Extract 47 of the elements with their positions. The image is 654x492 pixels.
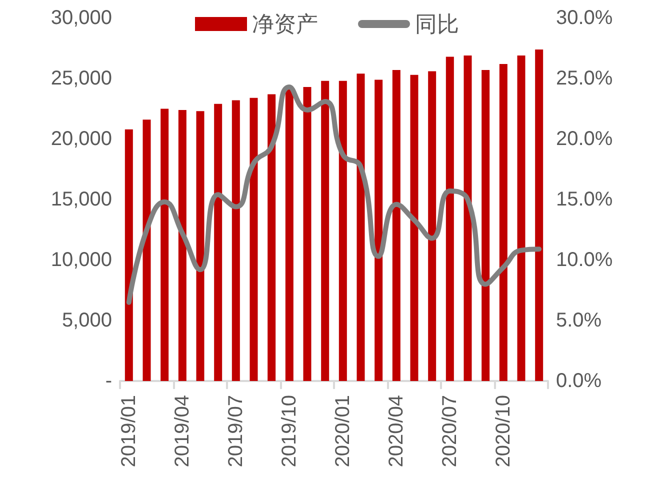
bar — [178, 110, 186, 381]
y-tick-label: 10,000 — [50, 249, 112, 271]
y-tick-label: 25,000 — [50, 68, 112, 90]
bar — [517, 56, 526, 381]
x-tick-label: 2020/04 — [385, 395, 408, 468]
bar — [196, 111, 204, 381]
y-tick-label: 30,000 — [50, 7, 112, 29]
legend-label: 同比 — [415, 12, 459, 36]
y2-tick-label: 15.0% — [556, 188, 613, 210]
x-tick-label: 2019/07 — [224, 395, 247, 468]
bar — [392, 70, 400, 381]
bar — [321, 80, 330, 381]
bar — [446, 56, 454, 381]
bar — [410, 74, 418, 381]
bar — [124, 129, 133, 381]
y2-tick-label: 20.0% — [556, 128, 613, 150]
bar — [535, 49, 544, 381]
bar — [464, 56, 472, 381]
y2-tick-label: 25.0% — [556, 68, 613, 90]
y-tick-label: 5,000 — [62, 310, 112, 332]
x-tick-label: 2019/04 — [171, 395, 194, 468]
x-tick-label: 2019/01 — [118, 395, 140, 468]
y2-tick-label: 5.0% — [556, 310, 602, 332]
x-tick-label: 2020/10 — [492, 395, 514, 468]
bar — [160, 108, 169, 381]
bar — [303, 86, 312, 381]
bar — [250, 98, 258, 381]
bar — [374, 80, 383, 381]
x-tick-label: 2020/07 — [438, 395, 461, 468]
bar — [499, 64, 508, 381]
bar — [338, 80, 347, 381]
y2-tick-label: 0.0% — [556, 370, 602, 392]
bar — [428, 71, 436, 381]
bar — [214, 104, 222, 381]
y-tick-label: - — [105, 370, 112, 392]
bar — [356, 74, 365, 381]
x-tick-label: 2020/01 — [332, 395, 354, 468]
x-tick-label: 2019/10 — [278, 395, 300, 468]
bar — [268, 94, 276, 381]
y-tick-label: 15,000 — [50, 188, 112, 210]
legend-label: 净资产 — [252, 12, 318, 36]
y2-tick-label: 10.0% — [556, 249, 613, 271]
y-tick-label: 20,000 — [50, 128, 112, 150]
bar — [232, 100, 240, 381]
bar — [482, 70, 490, 381]
y2-tick-label: 30.0% — [556, 7, 613, 29]
bar — [142, 120, 151, 381]
